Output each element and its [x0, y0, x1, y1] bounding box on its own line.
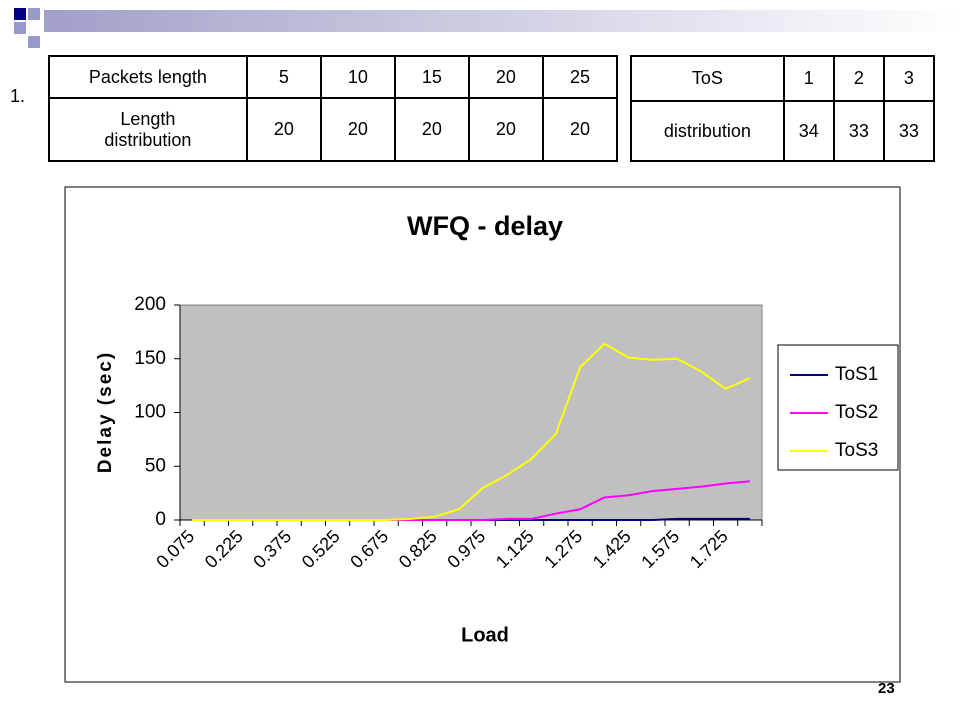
cell-text: 33 [848, 120, 869, 141]
table-cell: 15 [393, 55, 470, 99]
slide-number: 23 [878, 680, 895, 697]
cell-text: 20 [347, 119, 368, 139]
deco-square [14, 8, 26, 20]
cell-text: 5 [278, 66, 289, 87]
y-axis-label: Delay (sec) [95, 351, 116, 473]
table-cell: distribution [630, 100, 785, 162]
table-cell: 1 [782, 55, 835, 102]
table-cell: 20 [467, 97, 544, 162]
y-tick-label: 150 [134, 348, 166, 369]
table-cell: 10 [319, 55, 396, 99]
y-tick-label: 50 [145, 455, 166, 476]
plot-area [179, 304, 763, 521]
item-label: 1. [10, 86, 26, 106]
cell-text: 3 [903, 68, 914, 88]
cell-text: 10 [347, 66, 368, 87]
x-axis-label: Load [461, 624, 509, 646]
table-cell: 20 [393, 97, 470, 162]
cell-text: Length distribution [104, 108, 192, 150]
table-cell: Packets length [48, 55, 248, 99]
packets-table: Packets length 5 10 15 20 25 Length distributi… [48, 55, 619, 162]
series-line [192, 342, 751, 521]
table-cell: 33 [832, 100, 885, 162]
cell-text: 33 [898, 120, 919, 141]
cell-text: 2 [853, 68, 864, 88]
y-tick-label: 0 [155, 509, 166, 530]
legend-box [777, 344, 899, 471]
legend-label: ToS2 [835, 402, 878, 423]
y-tick-label: 200 [134, 294, 166, 315]
deco-bar [44, 10, 960, 32]
cell-text: 20 [273, 119, 294, 139]
cell-text: ToS [691, 68, 723, 88]
cell-text: distribution [663, 120, 751, 141]
table-cell: 20 [245, 97, 322, 162]
table-cell: 25 [541, 55, 619, 99]
deco-square [14, 22, 26, 34]
deco-square [28, 36, 40, 48]
legend-label: ToS1 [835, 364, 878, 385]
tos-table: ToS 1 2 3 distribution 34 33 33 [630, 55, 936, 162]
chart-title: WFQ - delay [407, 211, 563, 241]
table-cell: 20 [467, 55, 544, 99]
table-cell: ToS [630, 55, 785, 102]
table-cell: 20 [319, 97, 396, 162]
cell-text: 20 [421, 119, 442, 139]
table-cell: 5 [245, 55, 322, 99]
cell-text: 20 [495, 119, 516, 139]
cell-text: 20 [495, 66, 516, 87]
table-cell: 3 [882, 55, 936, 102]
table-cell: 33 [882, 100, 936, 162]
table-cell: Length distribution [48, 97, 248, 162]
table-cell: 20 [541, 97, 619, 162]
legend-label: ToS3 [835, 440, 878, 461]
y-tick-label: 100 [134, 402, 166, 423]
cell-text: 20 [569, 119, 590, 139]
cell-text: Packets length [88, 66, 207, 87]
cell-text: 15 [421, 66, 442, 87]
cell-text: 1 [803, 68, 814, 88]
table-cell: 2 [832, 55, 885, 102]
cell-text: 34 [798, 120, 819, 141]
deco-square [28, 8, 40, 20]
table-cell: 34 [782, 100, 835, 162]
cell-text: 25 [569, 66, 590, 87]
